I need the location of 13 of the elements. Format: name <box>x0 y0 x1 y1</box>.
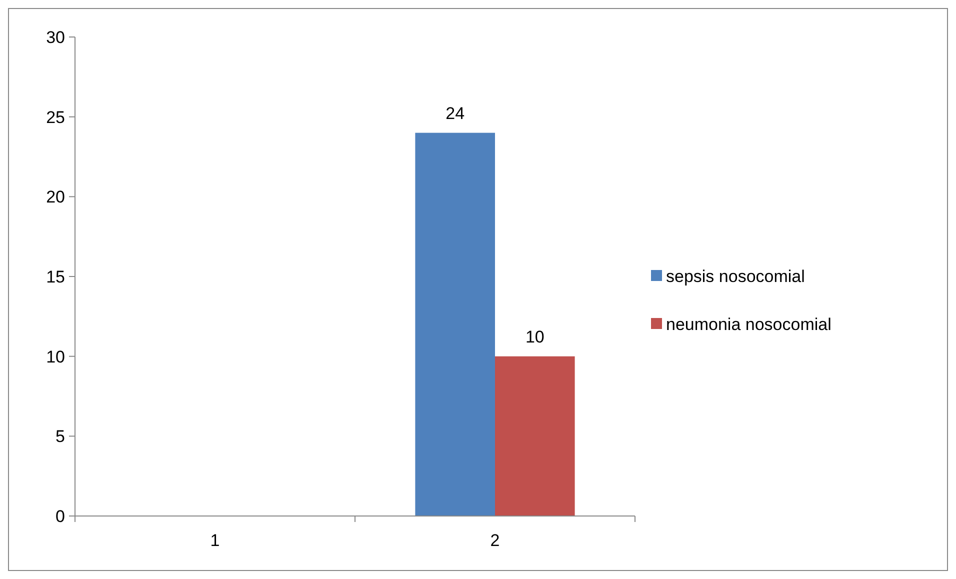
data-label: 24 <box>446 104 465 123</box>
y-tick-label: 5 <box>56 427 65 446</box>
y-tick-label: 0 <box>56 506 65 526</box>
y-tick-label: 30 <box>46 28 65 47</box>
y-tick-label: 25 <box>46 108 65 127</box>
y-tick-label: 10 <box>46 347 65 366</box>
data-label: 10 <box>525 327 544 346</box>
y-tick-label: 20 <box>46 188 65 207</box>
legend-label: neumonia nosocomial <box>666 314 832 334</box>
legend-label: sepsis nosocomial <box>666 266 805 286</box>
x-tick-label: 2 <box>490 531 500 550</box>
y-tick-label: 15 <box>46 267 65 286</box>
x-tick-label: 1 <box>210 531 220 550</box>
